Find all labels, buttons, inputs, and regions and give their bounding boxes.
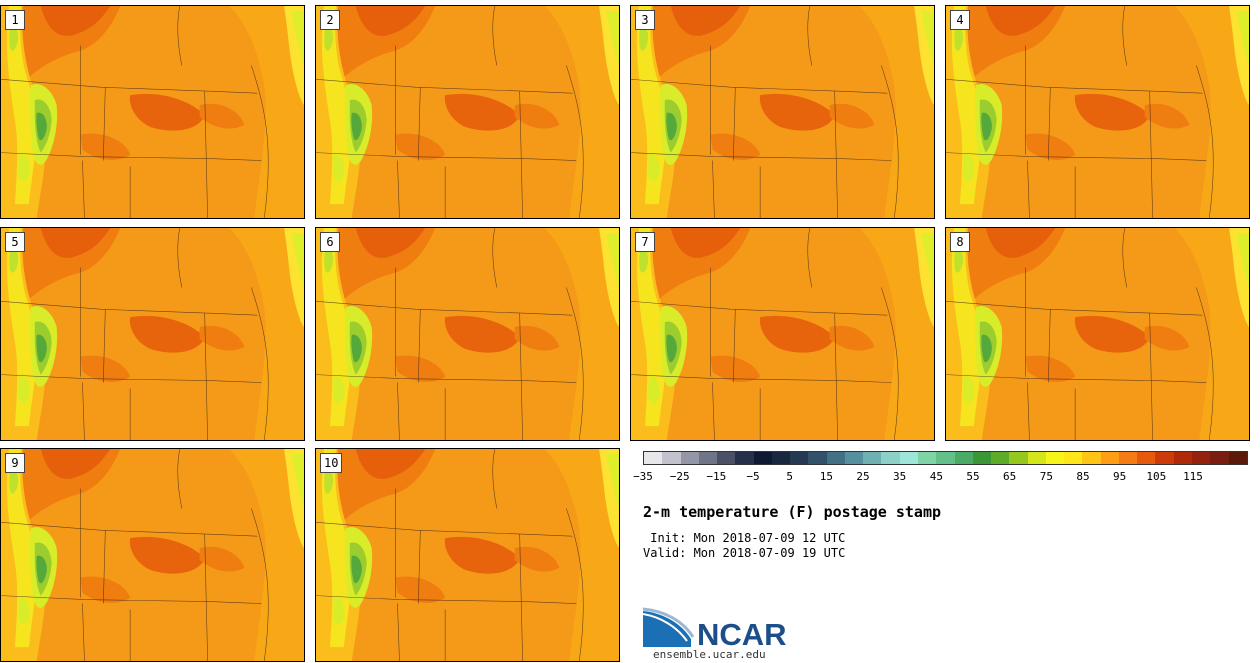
panel-label: 7 — [635, 232, 655, 252]
colorbar-cell — [1228, 452, 1247, 464]
chart-title: 2-m temperature (F) postage stamp — [643, 503, 942, 521]
colorbar-tick-label: 35 — [893, 470, 907, 483]
colorbar-cell — [808, 452, 827, 464]
colorbar-cell — [1137, 452, 1156, 464]
panel-label: 9 — [5, 453, 25, 473]
panel-label: 6 — [320, 232, 340, 252]
colorbar-cell — [662, 452, 681, 464]
colorbar-cell — [1173, 452, 1192, 464]
colorbar-tick-label: 45 — [929, 470, 943, 483]
colorbar-cell — [680, 452, 699, 464]
colorbar-cell — [1191, 452, 1211, 464]
map-panel-10: 10 — [315, 448, 620, 662]
logo-text: NCAR — [697, 617, 787, 650]
map-panel-7: 7 — [630, 227, 935, 441]
colorbar-tick-label: 55 — [966, 470, 980, 483]
colorbar-cell — [826, 452, 845, 464]
temperature-colorbar — [643, 451, 1248, 465]
map-panel-4: 4 — [945, 5, 1250, 219]
colorbar-cell — [717, 452, 736, 464]
colorbar-tick-label: 15 — [819, 470, 833, 483]
valid-time: Valid: Mon 2018-07-09 19 UTC — [643, 546, 846, 560]
map-panel-1: 1 — [0, 5, 305, 219]
colorbar-tick-label: 25 — [856, 470, 870, 483]
colorbar-cell — [771, 452, 791, 464]
colorbar-cell — [863, 452, 882, 464]
colorbar-cell — [1155, 452, 1174, 464]
colorbar-cell — [698, 452, 718, 464]
panel-label: 10 — [320, 453, 343, 473]
colorbar-cell — [1009, 452, 1028, 464]
colorbar-tick-label: −15 — [706, 470, 727, 483]
init-time: Init: Mon 2018-07-09 12 UTC — [643, 531, 846, 545]
colorbar-cell — [735, 452, 754, 464]
colorbar-cell — [899, 452, 918, 464]
colorbar-ticks: −35 −25 −15 −5 5 15 25 35 45 55 65 75 85 95 105 115 — [633, 470, 1248, 484]
colorbar-tick-label: 75 — [1039, 470, 1053, 483]
panel-label: 8 — [950, 232, 970, 252]
panel-label: 5 — [5, 232, 25, 252]
panel-label: 4 — [950, 10, 970, 30]
colorbar-cell — [917, 452, 937, 464]
colorbar-cell — [972, 452, 992, 464]
colorbar-tick-label: 85 — [1076, 470, 1090, 483]
colorbar-cell — [936, 452, 955, 464]
colorbar-cell — [1100, 452, 1119, 464]
colorbar-tick-label: 5 — [786, 470, 793, 483]
colorbar-tick-label: 115 — [1183, 470, 1203, 483]
colorbar-cell — [644, 452, 663, 464]
map-panel-5: 5 — [0, 227, 305, 441]
colorbar-cell — [1027, 452, 1046, 464]
colorbar-cell — [844, 452, 864, 464]
ncar-logo: NCAR — [643, 607, 787, 650]
colorbar-cell — [954, 452, 973, 464]
colorbar-tick-label: −5 — [746, 470, 760, 483]
colorbar-cell — [1064, 452, 1083, 464]
colorbar-cell — [1082, 452, 1101, 464]
panel-label: 1 — [5, 10, 25, 30]
map-panel-9: 9 — [0, 448, 305, 662]
colorbar-cell — [790, 452, 809, 464]
panel-label: 2 — [320, 10, 340, 30]
colorbar-tick-label: −25 — [669, 470, 690, 483]
colorbar-tick-label: 105 — [1146, 470, 1167, 483]
map-panel-3: 3 — [630, 5, 935, 219]
colorbar-cell — [1045, 452, 1065, 464]
colorbar-cell — [1210, 452, 1229, 464]
colorbar-tick-label: 95 — [1113, 470, 1127, 483]
logo-url: ensemble.ucar.edu — [653, 648, 766, 661]
panel-label: 3 — [635, 10, 655, 30]
colorbar-cell — [1118, 452, 1138, 464]
colorbar-cell — [991, 452, 1010, 464]
colorbar-cell — [881, 452, 900, 464]
colorbar-tick-label: 65 — [1003, 470, 1017, 483]
colorbar-tick-label: −35 — [633, 470, 653, 483]
map-panel-8: 8 — [945, 227, 1250, 441]
map-panel-2: 2 — [315, 5, 620, 219]
colorbar-cell — [753, 452, 772, 464]
map-panel-6: 6 — [315, 227, 620, 441]
